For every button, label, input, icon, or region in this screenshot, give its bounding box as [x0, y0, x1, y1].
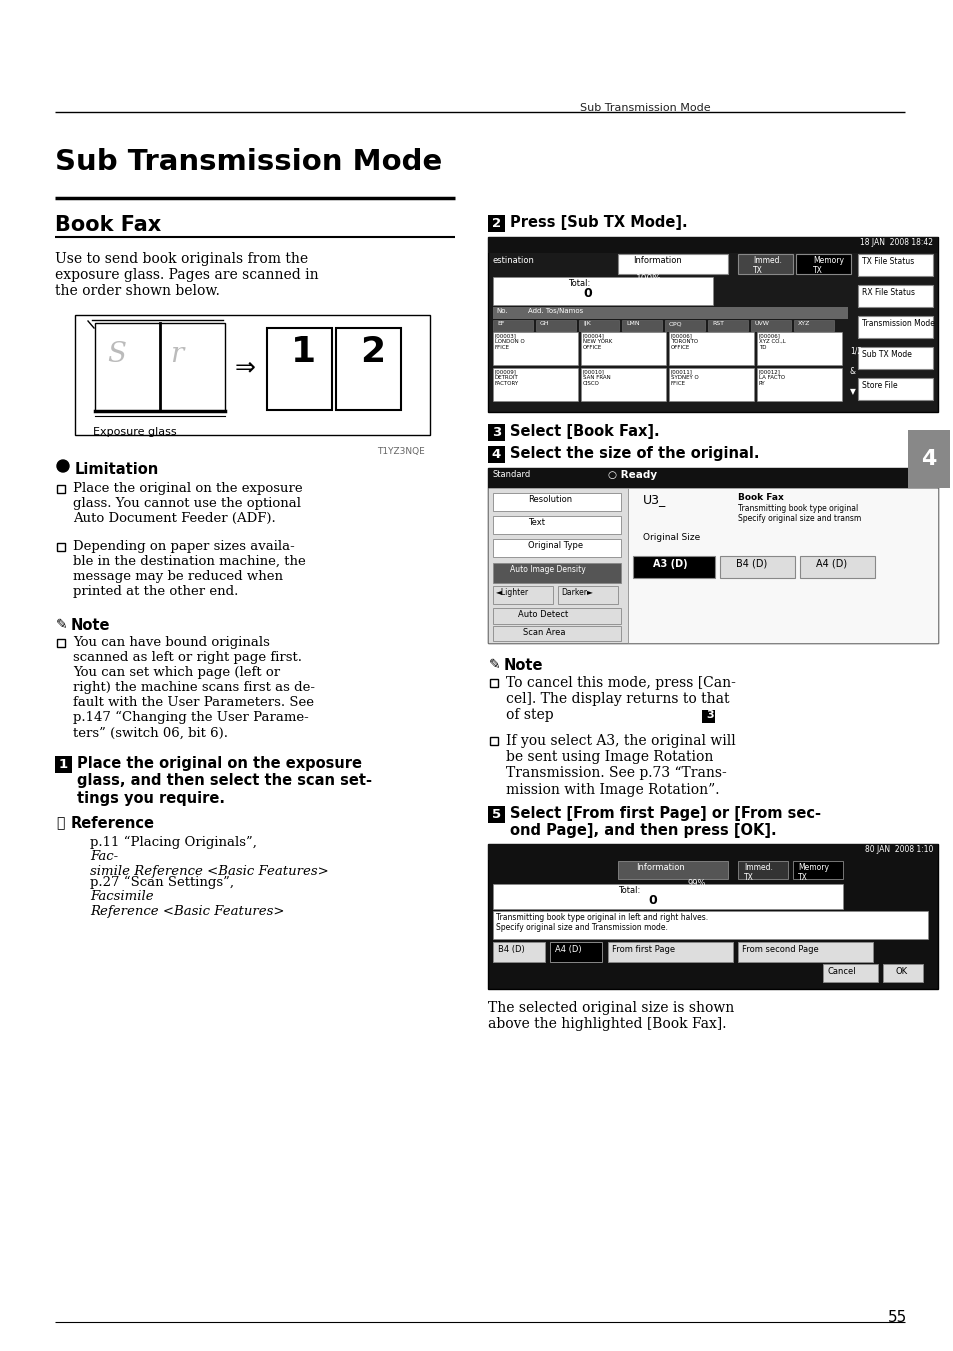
Text: Immed.
TX: Immed. TX: [743, 863, 772, 882]
Bar: [57, 639, 65, 647]
Text: 55: 55: [887, 1310, 906, 1325]
Text: Total:: Total:: [567, 280, 590, 288]
Text: RST: RST: [711, 322, 723, 326]
Text: Immed.
TX: Immed. TX: [752, 255, 781, 276]
Bar: [536, 320, 576, 331]
Text: Select [Book Fax].: Select [Book Fax].: [510, 424, 659, 439]
Text: XYZ: XYZ: [797, 322, 809, 326]
Text: Original Type: Original Type: [527, 540, 582, 550]
Bar: [795, 254, 850, 274]
Text: Auto Image Density: Auto Image Density: [510, 565, 585, 574]
Text: 18 JAN  2008 18:42: 18 JAN 2008 18:42: [859, 238, 932, 247]
Bar: [493, 332, 578, 365]
Bar: [558, 586, 618, 604]
Text: Standard: Standard: [493, 470, 531, 480]
Bar: [493, 586, 553, 604]
Bar: [493, 563, 620, 584]
Text: UVW: UVW: [754, 322, 769, 326]
Bar: [618, 861, 727, 880]
Text: Select [From first Page] or [From sec-
ond Page], and then press [OK].: Select [From first Page] or [From sec- o…: [510, 807, 821, 839]
Text: 100%: 100%: [636, 274, 661, 282]
Text: No.: No.: [496, 308, 507, 313]
Bar: [857, 254, 932, 276]
Bar: [607, 942, 732, 962]
Text: EF: EF: [497, 322, 504, 326]
Text: p.27 “Scan Settings”,: p.27 “Scan Settings”,: [90, 875, 238, 889]
Text: The selected original size is shown
above the highlighted [Book Fax].: The selected original size is shown abov…: [488, 1001, 734, 1031]
Bar: [907, 430, 949, 488]
Text: Press [Sub TX Mode].: Press [Sub TX Mode].: [510, 215, 687, 230]
Bar: [750, 320, 790, 331]
Text: 1: 1: [59, 758, 68, 771]
Bar: [493, 884, 842, 909]
Bar: [55, 757, 71, 773]
Text: From first Page: From first Page: [612, 944, 675, 954]
Text: 99%: 99%: [687, 880, 706, 888]
Text: Specify original size and transm: Specify original size and transm: [738, 513, 861, 523]
Text: r: r: [170, 340, 183, 367]
Text: Note: Note: [71, 617, 111, 634]
Text: [00003]
LONDON O
FFICE: [00003] LONDON O FFICE: [495, 332, 524, 350]
Text: Scan Area: Scan Area: [522, 628, 565, 638]
Text: OPQ: OPQ: [668, 322, 682, 326]
Bar: [488, 236, 937, 253]
Text: If you select A3, the original will
be sent using Image Rotation
Transmission. S: If you select A3, the original will be s…: [505, 734, 735, 797]
Text: p.11 “Placing Originals”,: p.11 “Placing Originals”,: [90, 836, 261, 850]
Text: 0: 0: [647, 894, 656, 907]
Text: 1/2: 1/2: [849, 347, 862, 357]
Bar: [488, 807, 504, 823]
Text: 2: 2: [492, 218, 500, 230]
Bar: [857, 316, 932, 338]
Text: Transmitting book type original: Transmitting book type original: [738, 504, 858, 513]
Text: 0: 0: [582, 286, 591, 300]
Text: ▼: ▼: [849, 386, 855, 396]
Text: 80 JAN  2008 1:10: 80 JAN 2008 1:10: [863, 844, 932, 854]
Bar: [707, 320, 747, 331]
Bar: [580, 367, 665, 401]
Text: 3: 3: [705, 711, 713, 720]
Text: Darker►: Darker►: [560, 588, 592, 597]
Text: Resolution: Resolution: [527, 494, 572, 504]
Text: 2: 2: [359, 335, 385, 369]
Text: IJK: IJK: [582, 322, 590, 326]
Text: Depending on paper sizes availa-
ble in the destination machine, the
message may: Depending on paper sizes availa- ble in …: [73, 540, 305, 598]
Text: Total:: Total:: [618, 886, 639, 894]
Text: Use to send book originals from the
exposure glass. Pages are scanned in
the ord: Use to send book originals from the expo…: [55, 253, 318, 299]
Text: OK: OK: [895, 967, 907, 975]
Text: Place the original on the exposure
glass, and then select the scan set-
tings yo: Place the original on the exposure glass…: [77, 757, 372, 805]
Bar: [493, 608, 620, 624]
Bar: [627, 488, 937, 643]
Text: Limitation: Limitation: [75, 462, 159, 477]
Bar: [493, 626, 620, 640]
Bar: [95, 323, 225, 411]
Bar: [701, 711, 714, 723]
Bar: [493, 307, 847, 319]
Text: Cancel: Cancel: [827, 967, 856, 975]
Text: [00004]
NEW YORK
OFFICE: [00004] NEW YORK OFFICE: [582, 332, 612, 350]
Bar: [793, 320, 833, 331]
Bar: [493, 942, 544, 962]
Bar: [493, 493, 620, 511]
Text: 1: 1: [291, 335, 315, 369]
Text: A3 (D): A3 (D): [652, 559, 687, 569]
Text: [00009]
DETROIT
FACTORY: [00009] DETROIT FACTORY: [495, 369, 518, 385]
Bar: [857, 285, 932, 307]
Text: Facsimile
Reference <Basic Features>: Facsimile Reference <Basic Features>: [90, 890, 284, 917]
Bar: [580, 332, 665, 365]
Text: Memory
TX: Memory TX: [812, 255, 843, 276]
Bar: [488, 467, 937, 643]
Text: A4 (D): A4 (D): [815, 559, 846, 569]
Bar: [822, 965, 877, 982]
Text: Sub Transmission Mode: Sub Transmission Mode: [579, 103, 710, 113]
Text: [00012]
LA FACTO
RY: [00012] LA FACTO RY: [759, 369, 784, 385]
Text: ✎: ✎: [489, 658, 500, 671]
Bar: [857, 347, 932, 369]
Bar: [488, 446, 504, 463]
Bar: [621, 320, 661, 331]
Text: [00006]
TORONTO
OFFICE: [00006] TORONTO OFFICE: [670, 332, 698, 350]
Bar: [857, 378, 932, 400]
Bar: [668, 367, 753, 401]
Bar: [738, 861, 787, 880]
Bar: [550, 942, 601, 962]
Bar: [57, 485, 65, 493]
